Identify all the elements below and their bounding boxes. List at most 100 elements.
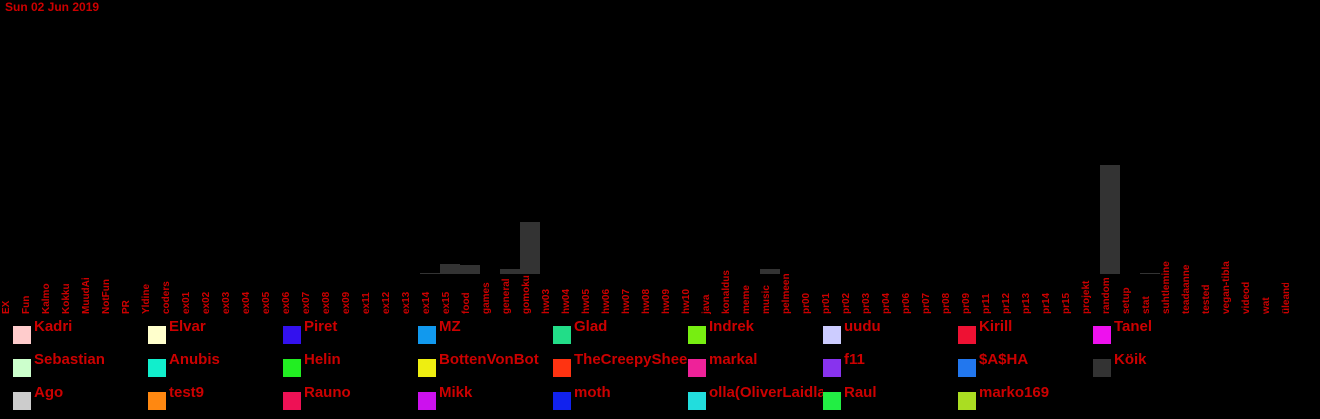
legend-item: uudu (823, 316, 958, 348)
legend-swatch (553, 326, 571, 344)
legend-label: Glad (574, 318, 608, 335)
x-tick-label: pr12 (1001, 292, 1012, 314)
legend-item: markal (688, 349, 823, 381)
x-tick-label: Kokku (61, 283, 72, 314)
legend-swatch (1093, 326, 1111, 344)
x-tick-label: PR (121, 299, 132, 314)
legend-swatch (688, 326, 706, 344)
legend-item: Sebastian (13, 349, 148, 381)
legend-label: Raul (844, 384, 877, 401)
legend-label: Elvar (169, 318, 206, 335)
legend-item: Glad (553, 316, 688, 348)
legend-label: Mikk (439, 384, 473, 401)
legend-label: BottenVonBot (439, 351, 539, 368)
x-tick-label: ex07 (301, 291, 312, 314)
legend-item: test9 (148, 382, 283, 414)
legend-swatch (283, 359, 301, 377)
x-tick-label: hw07 (621, 289, 632, 314)
x-tick-label: hw05 (581, 289, 592, 314)
legend-item: Piret (283, 316, 418, 348)
chart-date: Sun 02 Jun 2019 (5, 0, 100, 14)
legend-label: Köik (1114, 351, 1147, 368)
x-tick-label: suhtlemine (1161, 261, 1172, 314)
legend-swatch (688, 359, 706, 377)
legend-swatch (418, 359, 436, 377)
legend: Kadri Elvar Piret MZ Glad Indrek uudu Kirill Tan… (0, 316, 1320, 419)
x-tick-label: pr04 (881, 292, 892, 314)
x-tick-label: Kalmo (41, 283, 52, 314)
legend-label: TheCreepySheep (574, 351, 688, 368)
legend-item: Elvar (148, 316, 283, 348)
legend-item: $A$HA (958, 349, 1093, 381)
bar-ex15 (440, 264, 460, 274)
x-tick-label: üleandmine (1281, 258, 1292, 314)
x-tick-label: MuudAi (81, 277, 92, 314)
x-tick-label: ex14 (421, 291, 432, 314)
x-tick-label: pr13 (1021, 292, 1032, 314)
x-tick-label: hw03 (541, 289, 552, 314)
legend-item: Köik (1093, 349, 1228, 381)
legend-item: moth (553, 382, 688, 414)
x-tick-label: pr06 (901, 292, 912, 314)
legend-label: Kirill (979, 318, 1013, 335)
x-tick-label: projekt (1081, 280, 1092, 314)
x-tick-label: hw09 (661, 289, 672, 314)
x-tick-label: ex12 (381, 291, 392, 314)
legend-swatch (13, 392, 31, 410)
legend-label: Helin (304, 351, 341, 368)
legend-label: Sebastian (34, 351, 105, 368)
bar-ex14 (420, 273, 440, 274)
x-tick-label: stat (1141, 296, 1152, 314)
x-tick-label: konaldus (721, 270, 732, 314)
legend-label: test9 (169, 384, 205, 401)
legend-label: MZ (439, 318, 461, 335)
legend-swatch (13, 359, 31, 377)
bar-chart: EX Fun Kalmo Kokku MuudAi NotFun PR Yldine coder… (1, 165, 1292, 315)
x-tick-label: pr08 (941, 292, 952, 314)
x-tick-label: Fun (21, 296, 32, 314)
legend-item: TheCreepySheep (553, 349, 688, 381)
x-tick-label: food (461, 292, 472, 314)
legend-swatch (553, 359, 571, 377)
legend-swatch (13, 326, 31, 344)
legend-label: olla(OliverLaidla) (709, 384, 823, 401)
legend-swatch (823, 392, 841, 410)
legend-item: Kadri (13, 316, 148, 348)
x-tick-label: vegan-tibla (1221, 261, 1232, 314)
x-tick-label: tested (1201, 285, 1212, 314)
x-tick-label: teadaanne (1181, 264, 1192, 314)
x-tick-label: games (481, 282, 492, 314)
x-tick-label: hw06 (601, 289, 612, 314)
x-tick-label: music (761, 285, 772, 314)
legend-swatch (1093, 359, 1111, 377)
legend-swatch (418, 326, 436, 344)
legend-label: Tanel (1114, 318, 1153, 335)
x-tick-label: meme (741, 285, 752, 314)
legend-item: Indrek (688, 316, 823, 348)
x-tick-label: ex08 (321, 291, 332, 314)
legend-swatch (823, 326, 841, 344)
x-tick-label: ex05 (261, 291, 272, 314)
x-tick-label: pr01 (821, 292, 832, 314)
legend-swatch (283, 392, 301, 410)
legend-item: Mikk (418, 382, 553, 414)
legend-item: Anubis (148, 349, 283, 381)
legend-item: Kirill (958, 316, 1093, 348)
bar-stat (1140, 273, 1160, 274)
x-tick-label: pr14 (1041, 292, 1052, 314)
x-tick-label: ex04 (241, 291, 252, 314)
legend-item: Ago (13, 382, 148, 414)
legend-item: olla(OliverLaidla) (688, 382, 823, 414)
legend-swatch (958, 326, 976, 344)
legend-swatch (148, 392, 166, 410)
legend-label: Ago (34, 384, 64, 401)
legend-swatch (688, 392, 706, 410)
x-tick-label: pr09 (961, 292, 972, 314)
legend-swatch (823, 359, 841, 377)
x-tick-label: ex13 (401, 291, 412, 314)
legend-item: Tanel (1093, 316, 1228, 348)
x-tick-label: hw10 (681, 289, 692, 314)
legend-label: uudu (844, 318, 881, 335)
bar-general (500, 269, 520, 274)
legend-item: Helin (283, 349, 418, 381)
